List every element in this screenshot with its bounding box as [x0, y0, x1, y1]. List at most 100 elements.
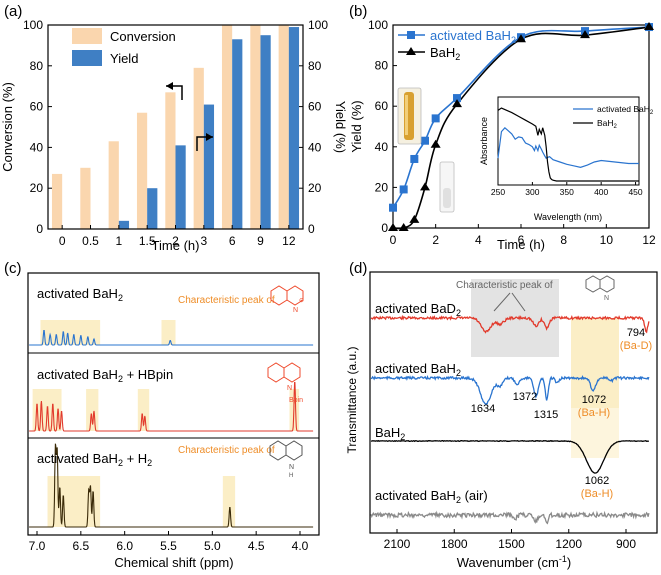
y-left-tick-label: 40	[30, 140, 44, 154]
trace-label-2-sub: 2	[456, 368, 461, 378]
inset-legend-bah2-sub: 2	[614, 124, 618, 130]
trace-label-4-name: activated BaH	[375, 488, 456, 503]
trace-label-4-sub: 2	[456, 495, 461, 505]
x-tick-label: 0	[390, 233, 397, 247]
spectrum-label-3-suffix: + H	[123, 451, 147, 466]
bar-yield	[232, 39, 243, 229]
panel-d-frame	[369, 271, 658, 534]
trace-label-3-name: BaH	[375, 425, 400, 440]
y-right-tick-label: 100	[308, 18, 328, 32]
band-ba-h-2: (Ba-H)	[581, 488, 613, 500]
legend-conversion-label: Conversion	[110, 29, 176, 44]
y-right-tick-label: 0	[308, 222, 315, 236]
svg-text:N: N	[293, 307, 298, 314]
ir-trace-4	[370, 510, 650, 525]
panel-d-ylabel: Transmittance (a.u.)	[345, 347, 359, 454]
band-1315: 1315	[534, 409, 558, 421]
inset-frame	[497, 96, 640, 186]
quinoline-structure-icon: N ⊖	[270, 285, 304, 314]
bar-yield	[175, 145, 186, 229]
bar-yield	[118, 220, 130, 229]
bar-yield	[203, 104, 215, 229]
bar-conversion	[278, 25, 289, 229]
bar-conversion	[51, 173, 63, 229]
y-tick-label: 20	[375, 180, 389, 194]
spectrum-label-2-name: activated BaH	[37, 367, 118, 382]
nmr-highlight	[161, 320, 176, 345]
point-activated-bah2	[389, 203, 397, 212]
y-tick-label: 0	[381, 221, 388, 235]
inset-x-tick-label: 450	[628, 187, 642, 197]
legend-activated-sub: 2	[511, 35, 516, 45]
nmr-spectrum-1	[29, 329, 314, 346]
panel-c-xlabel: Chemical shift (ppm)	[114, 555, 233, 570]
legend-yield-label: Yield	[110, 51, 138, 66]
svg-text:H: H	[289, 473, 293, 479]
nmr-spectrum-3	[29, 443, 314, 528]
panel-a-label: (a)	[4, 3, 22, 20]
panel-c-label: (c)	[4, 260, 22, 277]
panel-b-xlabel: Time (h)	[497, 237, 545, 252]
x-tick-label: 6	[229, 234, 236, 248]
panel-a-xlabel: Time (h)	[152, 238, 200, 253]
trace-label-1-name: activated BaD	[375, 301, 456, 316]
inset-line-activated-bah2	[497, 126, 639, 168]
point-bah2	[516, 34, 526, 43]
bar-yield	[147, 188, 158, 229]
dihydroquinoline-anion-icon: N	[585, 275, 615, 302]
spectrum-label-3-sub: 2	[118, 458, 123, 468]
svg-text:Bpin: Bpin	[289, 397, 303, 404]
bar-conversion	[250, 25, 261, 229]
inset-x-tick-label: 400	[594, 187, 608, 197]
bar-conversion	[165, 92, 176, 229]
ir-trace-1	[370, 314, 650, 334]
panel-d: (d) 2100 1800 1500 1200 900 activated BaD2 a…	[345, 260, 658, 570]
x-tick-label: 4.5	[248, 539, 265, 553]
inset-legend-activated-name: activated BaH	[597, 104, 650, 114]
x-tick-label: 6.0	[116, 539, 133, 553]
svg-text:N: N	[604, 295, 609, 302]
panel-c: (c) 7.0 6.5 6.0 5.5 5.0 4.5 4.0 activated BaH2…	[4, 260, 320, 570]
panel-d-xlabel-end: )	[567, 555, 571, 570]
spectrum-label-2: activated BaH2 + HBpin	[37, 367, 173, 384]
legend-bah2-marker	[406, 47, 416, 55]
characteristic-note-c1: Characteristic peak of	[178, 295, 275, 306]
point-activated-bah2	[453, 94, 461, 103]
ir-trace-3	[370, 439, 649, 474]
y-tick-label: 40	[375, 140, 389, 154]
point-activated-bah2	[399, 185, 408, 194]
tetrahydroquinoline-structure-icon: N H	[269, 440, 303, 479]
y-tick-label: 100	[368, 18, 388, 32]
inset-legend-bah2-label: BaH2	[597, 118, 618, 130]
band-ba-h-1: (Ba-H)	[578, 407, 610, 419]
point-activated-bah2	[421, 136, 429, 145]
svg-text:⊖: ⊖	[299, 298, 304, 304]
bar-conversion	[136, 112, 148, 229]
y-left-tick-label: 80	[30, 59, 44, 73]
x-tick-label: 2100	[384, 537, 411, 551]
bar-conversion	[221, 25, 233, 229]
panel-d-xlabel-main: Wavenumber (cm	[457, 555, 559, 570]
panel-a-axes: 0 0.5 1 1.5 2 3 6 9 12 0 0 20 20 40 40 60 60 80 80 100 100 Ti…	[0, 18, 348, 253]
x-tick-label: 7.0	[29, 539, 46, 553]
bar-conversion	[108, 141, 119, 229]
inset-uv: 250 300 350 400 450	[491, 107, 643, 197]
point-bah2	[452, 99, 462, 108]
x-tick-label: 1800	[441, 537, 468, 551]
band-ba-d: (Ba-D)	[620, 340, 652, 352]
x-tick-label: 4.0	[292, 539, 309, 553]
nmr-spectrum-2	[29, 381, 314, 432]
ir-trace-2	[370, 374, 650, 405]
panel-a-ylabel-right: Yield (%)	[333, 101, 348, 153]
panel-b-ylabel: Yield (%)	[349, 100, 364, 152]
trace-label-1-sub: 2	[456, 308, 461, 318]
legend-bah2-label: BaH2	[430, 45, 460, 62]
band-1072: 1072	[582, 394, 606, 406]
y-right-tick-label: 20	[308, 181, 322, 195]
legend-bah2-name: BaH	[430, 45, 455, 60]
spectrum-label-3: activated BaH2 + H2	[37, 451, 152, 468]
vial-activated-photo	[397, 87, 422, 145]
inset-x-tick-label: 250	[491, 187, 505, 197]
point-bah2	[430, 139, 441, 148]
spectrum-label-1-name: activated BaH	[37, 286, 118, 301]
